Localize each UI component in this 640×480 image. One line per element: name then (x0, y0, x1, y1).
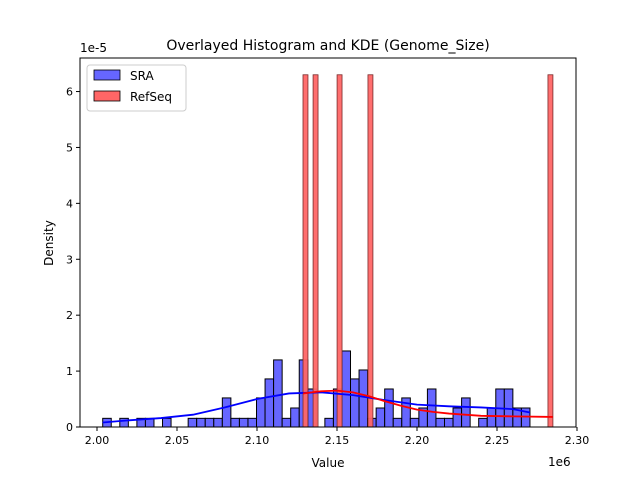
legend-swatch-sra (93, 69, 121, 81)
sra-bar (426, 388, 437, 428)
sra-bar (384, 388, 394, 428)
sra-bar (435, 417, 446, 428)
x-tick-label: 2.10 (245, 434, 270, 447)
y-offset-label: 1e-5 (80, 41, 107, 55)
sra-bar (273, 359, 283, 428)
y-tick-label: 1 (66, 365, 73, 378)
x-tick-label: 2.25 (485, 434, 510, 447)
sra-bar (478, 417, 488, 428)
refseq-kde-line (302, 389, 553, 418)
sra-bar (375, 407, 386, 428)
refseq-bar (547, 74, 554, 428)
sra-bar (187, 417, 198, 428)
sra-bar (281, 417, 292, 428)
sra-bar (238, 417, 249, 428)
y-axis-label: Density (42, 220, 56, 266)
legend-label-sra: SRA (130, 69, 154, 83)
sra-bar (409, 417, 420, 428)
sra-bar (213, 417, 223, 428)
sra-bar (341, 350, 352, 428)
refseq-bar (312, 74, 319, 428)
sra-bar (290, 407, 300, 428)
x-tick-label: 2.05 (165, 434, 190, 447)
sra-bar (221, 397, 232, 428)
sra-bar (452, 407, 463, 428)
legend-swatch-refseq (93, 90, 121, 102)
y-tick-label: 2 (66, 309, 73, 322)
y-tick-label: 3 (66, 253, 73, 266)
sra-bar (444, 417, 454, 428)
sra-kde-line (102, 391, 531, 424)
refseq-bar (367, 74, 374, 428)
sra-bar (247, 417, 258, 428)
x-tick-label: 2.30 (565, 434, 590, 447)
x-offset-label: 1e6 (548, 455, 571, 469)
sra-bar (230, 417, 240, 428)
sra-bar (204, 417, 215, 428)
sra-bar (350, 378, 360, 428)
y-tick-label: 4 (66, 197, 73, 210)
sra-bar (486, 407, 497, 428)
x-tick-label: 2.20 (405, 434, 430, 447)
refseq-bar (302, 74, 309, 428)
sra-bar (358, 369, 369, 428)
sra-bar (196, 417, 206, 428)
x-tick-label: 2.00 (85, 434, 110, 447)
refseq-bar (336, 74, 343, 428)
sra-bar (392, 417, 403, 428)
x-axis-label: Value (312, 456, 345, 470)
sra-bar (256, 397, 266, 428)
sra-bar (264, 378, 275, 428)
legend: SRA RefSeq (86, 64, 187, 112)
y-tick-label: 6 (66, 86, 73, 99)
chart-title: Overlayed Histogram and KDE (Genome_Size… (166, 38, 489, 54)
x-tick-label: 2.15 (325, 434, 350, 447)
y-tick-label: 5 (66, 141, 73, 154)
sra-bar (461, 397, 471, 428)
y-tick-label: 0 (66, 421, 73, 434)
axes-frame (79, 57, 577, 428)
sra-bar (324, 417, 334, 428)
legend-label-refseq: RefSeq (130, 90, 172, 104)
sra-bar (162, 417, 172, 428)
